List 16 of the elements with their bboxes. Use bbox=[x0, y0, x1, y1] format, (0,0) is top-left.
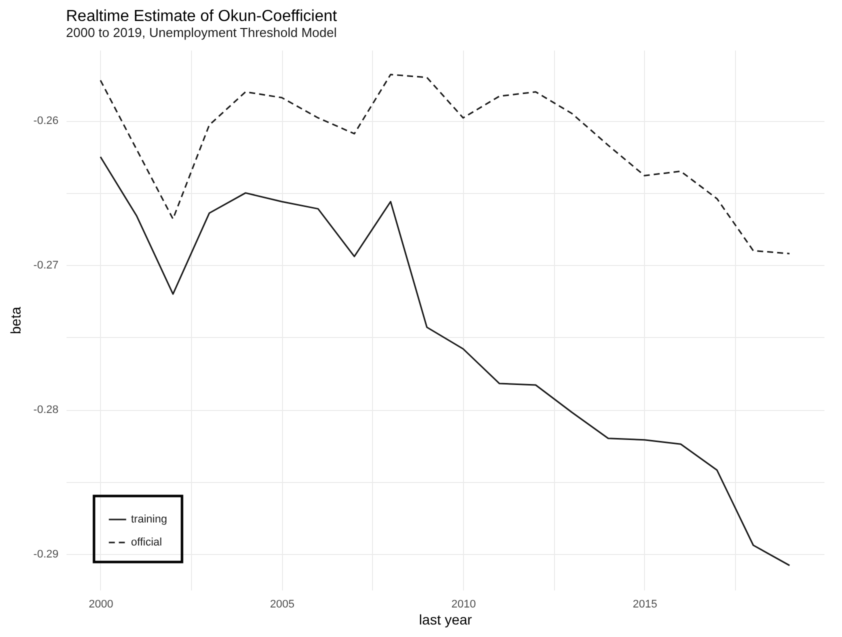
y-tick-label: -0.29 bbox=[33, 548, 58, 560]
y-tick-label: -0.27 bbox=[33, 260, 58, 272]
x-tick-label: 2000 bbox=[88, 598, 114, 610]
chart-title: Realtime Estimate of Okun-Coefficient bbox=[66, 8, 338, 25]
x-tick-label: 2010 bbox=[451, 598, 476, 610]
chart-subtitle: 2000 to 2019, Unemployment Threshold Model bbox=[66, 25, 337, 40]
x-tick-label: 2005 bbox=[270, 598, 295, 610]
x-axis-title: last year bbox=[419, 612, 472, 628]
y-tick-label: -0.28 bbox=[33, 404, 58, 416]
line-series bbox=[100, 156, 790, 566]
y-axis-title: beta bbox=[7, 306, 24, 334]
legend-label: official bbox=[131, 536, 162, 548]
x-tick-label: 2015 bbox=[632, 598, 658, 610]
y-tick-label: -0.26 bbox=[33, 115, 58, 128]
legend-label: training bbox=[131, 514, 168, 526]
line-series bbox=[100, 74, 790, 254]
